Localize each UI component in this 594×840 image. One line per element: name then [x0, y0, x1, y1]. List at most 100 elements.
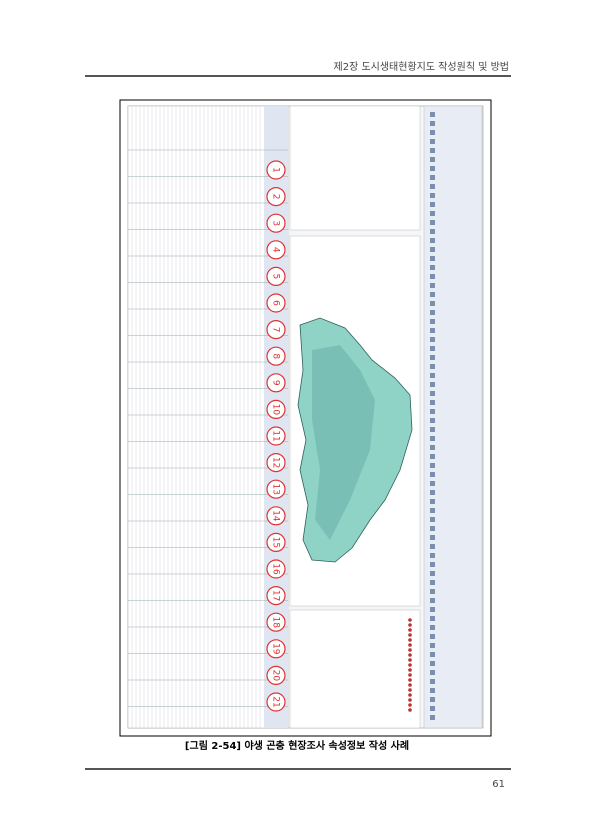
tool-icon: [430, 616, 435, 621]
tool-icon: [430, 256, 435, 261]
tool-icon: [430, 652, 435, 657]
marker-number: 1: [271, 167, 281, 173]
tool-icon: [430, 688, 435, 693]
marker-number: 17: [271, 590, 281, 601]
tool-icon: [430, 112, 435, 117]
tool-icon: [430, 274, 435, 279]
tool-icon: [430, 373, 435, 378]
toolbox-icon: [408, 653, 412, 657]
tool-icon: [430, 634, 435, 639]
marker-circle: [266, 665, 286, 686]
tool-icon: [430, 679, 435, 684]
tool-icon: [430, 355, 435, 360]
marker-circle: [266, 532, 286, 553]
marker-number: 5: [271, 274, 281, 280]
toolbox-icon: [408, 663, 412, 667]
marker-circle: [266, 639, 286, 659]
tool-icon: [430, 175, 435, 180]
marker-circle: [266, 612, 286, 632]
toolbox-icon: [408, 683, 412, 687]
marker-number: 8: [271, 353, 281, 359]
tool-icon: [430, 310, 435, 315]
tool-icon: [430, 265, 435, 270]
marker-number: 4: [271, 247, 281, 253]
tool-icon: [430, 490, 435, 495]
tool-icon: [430, 706, 435, 711]
marker-number: 9: [271, 380, 281, 386]
tool-icon: [430, 229, 435, 234]
marker-number: 19: [271, 643, 281, 655]
marker-circle: [266, 266, 286, 286]
tool-icon: [430, 508, 435, 513]
toolbox-icon: [408, 623, 412, 627]
marker-circle: [266, 213, 286, 233]
tool-icon: [430, 436, 435, 441]
tool-icon: [430, 211, 435, 216]
tool-icon: [430, 589, 435, 594]
tool-icon: [430, 607, 435, 612]
marker-number: 3: [271, 220, 281, 226]
tool-icon: [430, 517, 435, 522]
marker-number: 21: [271, 696, 281, 707]
toolbox-icon: [408, 668, 412, 672]
toolbox-icon: [408, 648, 412, 652]
toolbox-icon: [408, 678, 412, 682]
marker-number: 12: [271, 457, 281, 468]
toolbox-icon: [408, 633, 412, 637]
tool-icon: [430, 571, 435, 576]
map-detail: [312, 345, 375, 540]
toolbar: [423, 105, 483, 729]
tool-icon: [430, 472, 435, 477]
marker-number: 16: [271, 563, 281, 575]
tool-icon: [430, 499, 435, 504]
marker-number: 18: [271, 616, 281, 628]
tool-icon: [430, 148, 435, 153]
toolbox-icon: [408, 703, 412, 707]
marker-number: 20: [271, 670, 281, 682]
tool-icon: [430, 202, 435, 207]
figure-caption: [그림 2-54] 야생 곤충 현장조사 속성정보 작성 사례: [185, 739, 409, 752]
toc-panel: [289, 105, 421, 231]
marker-number: 2: [271, 194, 281, 200]
toolbox-icon: [408, 708, 412, 712]
marker-circle: [266, 426, 286, 446]
tool-icon: [430, 193, 435, 198]
marker-number: 15: [271, 537, 281, 548]
toolbox-icon: [408, 618, 412, 622]
tool-icon: [430, 535, 435, 540]
toolbox-panel: [289, 609, 421, 729]
tool-icon: [430, 382, 435, 387]
header-title: 제2장 도시생태현황지도 작성원칙 및 방법: [334, 61, 509, 73]
toolbox-icon: [408, 688, 412, 692]
tool-icon: [430, 328, 435, 333]
tool-icon: [430, 481, 435, 486]
marker-circle: [266, 585, 286, 606]
marker-circle: [266, 399, 286, 419]
tool-icon: [430, 598, 435, 603]
toolbox-icon: [408, 698, 412, 702]
tool-icon: [430, 157, 435, 162]
tool-icon: [430, 400, 435, 405]
tool-icon: [430, 346, 435, 351]
tool-icon: [430, 184, 435, 189]
tool-icon: [430, 526, 435, 531]
tool-icon: [430, 643, 435, 648]
marker-number: 14: [271, 510, 281, 522]
marker-circle: [266, 346, 286, 366]
marker-circle: [266, 320, 286, 340]
toolbox-icon: [408, 693, 412, 697]
marker-circle: [266, 373, 286, 393]
tool-icon: [430, 625, 435, 630]
tool-icon: [430, 283, 435, 288]
tool-icon: [430, 562, 435, 567]
tool-icon: [430, 319, 435, 324]
tool-icon: [430, 301, 435, 306]
tool-icon: [430, 454, 435, 459]
marker-number: 10: [271, 404, 281, 416]
toolbox-icon: [408, 673, 412, 677]
tool-icon: [430, 247, 435, 252]
toolbox-icon: [408, 643, 412, 647]
